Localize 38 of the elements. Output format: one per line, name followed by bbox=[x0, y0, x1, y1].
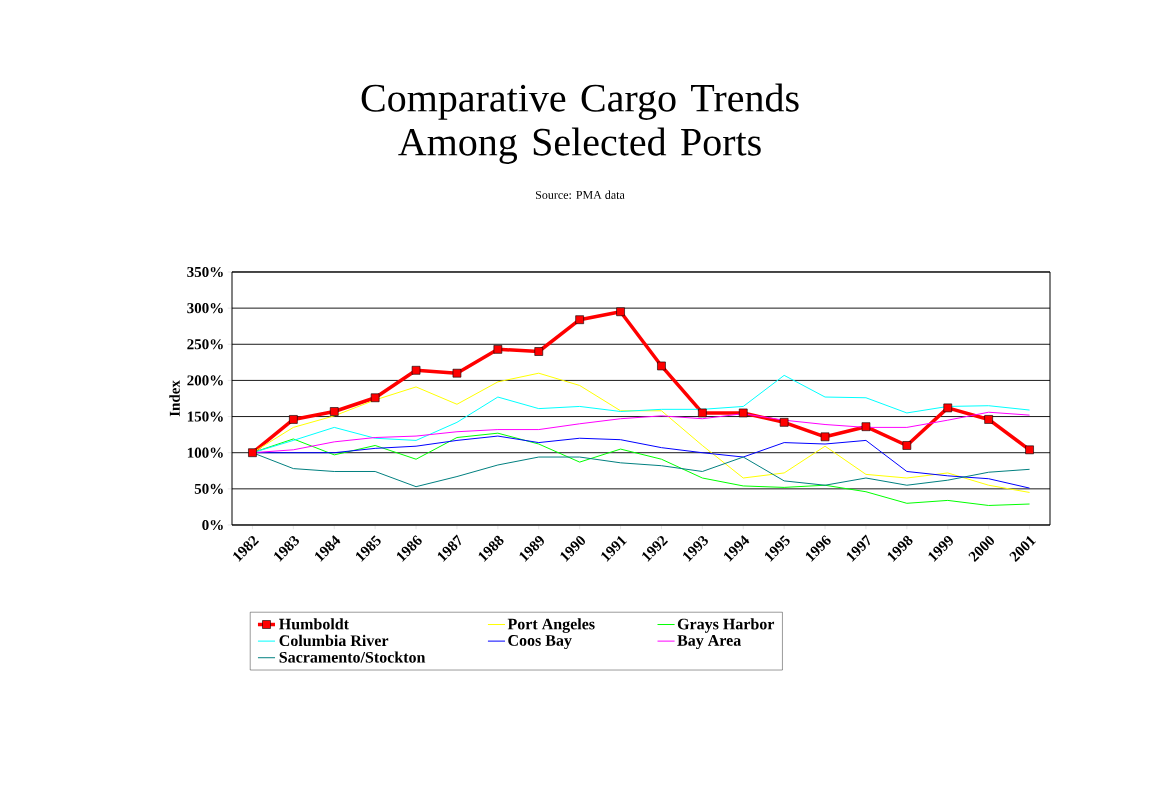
point bbox=[657, 361, 666, 371]
y-tick-label: 0% bbox=[202, 519, 223, 531]
point bbox=[820, 432, 830, 442]
legend-label: Sacramento/Stockton bbox=[279, 651, 426, 663]
point bbox=[370, 393, 380, 403]
point bbox=[738, 408, 748, 418]
y-tick-label: 300% bbox=[187, 303, 223, 314]
point bbox=[411, 366, 421, 375]
y-tick-label: 50% bbox=[194, 483, 223, 494]
y-tick-label: 350% bbox=[187, 266, 223, 278]
legend-label: Humboldt bbox=[279, 618, 349, 630]
legend-label: Port Angeles bbox=[507, 618, 595, 633]
point bbox=[575, 315, 584, 324]
point bbox=[493, 345, 503, 354]
source-note: Source: PMA data bbox=[535, 190, 625, 200]
point bbox=[698, 408, 707, 418]
point bbox=[984, 415, 993, 424]
point bbox=[329, 407, 339, 416]
legend-label: Grays Harbor bbox=[677, 618, 775, 633]
legend-label: Coos Bay bbox=[508, 635, 572, 650]
point bbox=[943, 403, 953, 413]
point bbox=[779, 418, 789, 427]
point bbox=[902, 441, 912, 450]
point bbox=[534, 347, 544, 356]
chart-title: Comparative Cargo Trends Among Selected Ports bbox=[361, 83, 799, 164]
y-tick-label: 150% bbox=[187, 411, 223, 422]
point bbox=[289, 415, 298, 424]
point bbox=[1025, 445, 1034, 455]
y-tick-label: 200% bbox=[187, 375, 223, 386]
legend-label: Bay Area bbox=[677, 635, 742, 650]
point bbox=[616, 307, 625, 317]
y-axis-title: Index bbox=[169, 380, 180, 417]
y-tick-label: 250% bbox=[187, 339, 223, 350]
point bbox=[452, 368, 462, 378]
point bbox=[248, 448, 257, 457]
legend-label: Columbia River bbox=[279, 634, 389, 647]
point bbox=[861, 422, 871, 431]
y-tick-label: 100% bbox=[187, 447, 223, 458]
